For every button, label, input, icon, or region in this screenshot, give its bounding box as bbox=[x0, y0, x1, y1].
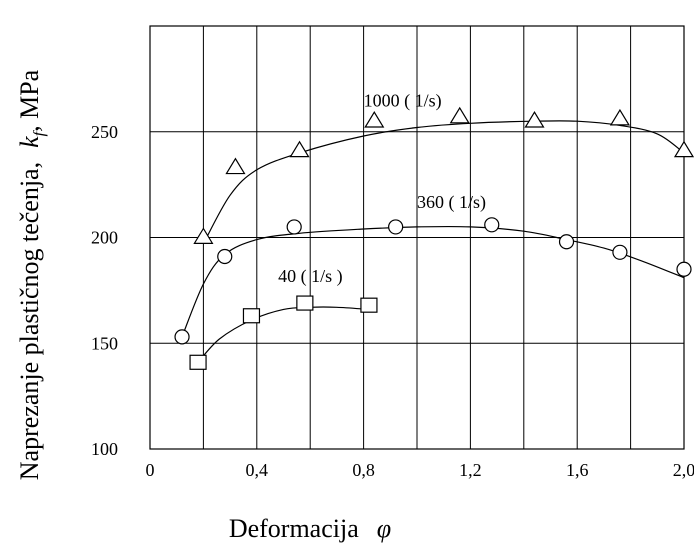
circle-marker bbox=[286, 219, 302, 235]
plot-frame bbox=[149, 25, 685, 450]
y-axis-unit: , MPa bbox=[15, 69, 44, 132]
series-label: 360 ( 1/s) bbox=[417, 192, 486, 213]
square-marker bbox=[360, 297, 378, 313]
y-tick-label: 250 bbox=[91, 122, 118, 142]
grid bbox=[150, 26, 684, 449]
square-marker bbox=[296, 295, 314, 311]
series-labels: 1000 ( 1/s) 360 ( 1/s) 40 ( 1/s ) bbox=[278, 90, 486, 287]
y-tick-label: 150 bbox=[91, 333, 118, 353]
circle-marker bbox=[174, 329, 190, 345]
data-markers bbox=[174, 106, 694, 370]
x-tick-label: 1,6 bbox=[566, 460, 589, 480]
x-axis-symbol: φ bbox=[377, 514, 391, 543]
triangle-marker bbox=[193, 227, 214, 244]
square-marker bbox=[242, 308, 261, 324]
circle-marker bbox=[388, 219, 404, 235]
y-axis-label: Naprezanje plastičnog tečenja, bbox=[15, 162, 44, 480]
triangle-marker bbox=[609, 108, 630, 126]
y-tick-label: 200 bbox=[91, 228, 118, 248]
x-tick-label: 0,4 bbox=[246, 460, 269, 480]
x-axis-title: Deformacija φ bbox=[229, 514, 391, 543]
circle-marker bbox=[676, 261, 692, 277]
triangle-marker bbox=[289, 140, 310, 158]
series-label: 40 ( 1/s ) bbox=[278, 266, 343, 287]
circle-marker bbox=[612, 244, 628, 260]
y-tick-label: 100 bbox=[91, 439, 118, 459]
y-axis-symbol: k bbox=[15, 136, 44, 148]
x-tick-label: 0 bbox=[146, 460, 155, 480]
series-curve-square bbox=[197, 306, 369, 363]
circle-marker bbox=[558, 234, 575, 250]
x-tick-label: 0,8 bbox=[352, 460, 375, 480]
x-tick-label: 2,0 bbox=[673, 460, 694, 480]
series-label: 1000 ( 1/s) bbox=[364, 90, 442, 111]
triangle-marker bbox=[225, 157, 246, 175]
circle-marker bbox=[217, 248, 233, 265]
tick-labels: 0 0,4 0,8 1,2 1,6 2,0 100 150 200 250 bbox=[91, 122, 694, 480]
y-axis-title: Naprezanje plastičnog tečenja, kf, MPa bbox=[15, 69, 48, 480]
x-tick-label: 1,2 bbox=[459, 460, 482, 480]
triangle-marker bbox=[673, 140, 694, 158]
square-marker bbox=[189, 354, 207, 370]
triangle-marker bbox=[364, 111, 385, 128]
circle-marker bbox=[484, 217, 500, 233]
y-axis-symbol-subscript: f bbox=[31, 129, 48, 136]
triangle-marker bbox=[524, 111, 545, 128]
triangle-marker bbox=[449, 106, 470, 124]
x-axis-label: Deformacija bbox=[229, 514, 359, 543]
series-curve-triangle bbox=[202, 120, 685, 245]
